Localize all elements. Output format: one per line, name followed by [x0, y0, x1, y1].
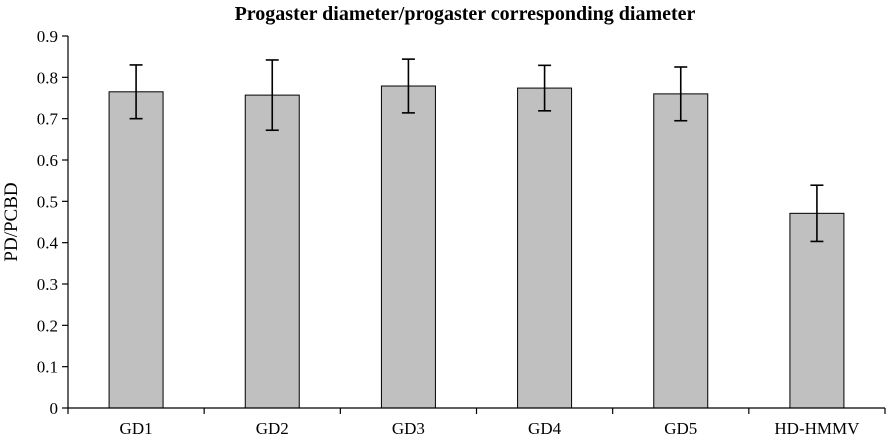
bar-gd1	[108, 91, 164, 409]
x-tick-label: GD2	[256, 419, 289, 437]
error-bar-gd2	[265, 59, 279, 132]
x-ticks-layer: GD1 GD2 GD3 GD4 GD5 HD-HMMV	[67, 408, 886, 437]
y-tick-label: 0.1	[37, 358, 58, 377]
y-tick-label: 0.9	[37, 27, 58, 46]
error-bar-gd5	[674, 66, 688, 122]
y-ticks-layer: 0 0.1 0.2 0.3 0.4 0.5 0.6 0.7 0.8 0.9	[37, 27, 68, 418]
axes-layer	[67, 36, 885, 409]
bar-gd4	[517, 87, 573, 409]
y-tick-label: 0.8	[37, 68, 58, 87]
error-bar-gd1	[129, 64, 143, 120]
x-tick-label: GD1	[120, 419, 153, 437]
bar-hd-hmmv	[789, 212, 845, 409]
error-bar-hd-hmmv	[810, 184, 824, 243]
y-tick-label: 0.2	[37, 316, 58, 335]
bar-gd2	[244, 94, 300, 409]
chart-title: Progaster diameter/progaster correspondi…	[235, 3, 696, 25]
x-tick-label: GD3	[392, 419, 425, 437]
bar-gd3	[380, 85, 436, 409]
error-bar-gd3	[401, 58, 415, 114]
x-tick-label: HD-HMMV	[774, 419, 860, 437]
y-tick-label: 0.5	[37, 192, 58, 211]
y-tick-label: 0.6	[37, 151, 58, 170]
error-bars-layer	[129, 58, 824, 243]
y-tick-label: 0.7	[37, 110, 59, 129]
y-axis-label: PD/PCBD	[1, 182, 22, 261]
bar-gd5	[653, 93, 709, 409]
bars-layer	[108, 85, 845, 409]
y-tick-label: 0.3	[37, 275, 58, 294]
y-tick-label: 0	[50, 399, 59, 418]
x-tick-label: GD5	[664, 419, 697, 437]
error-bar-gd4	[538, 64, 552, 112]
y-tick-label: 0.4	[37, 234, 59, 253]
x-tick-label: GD4	[528, 419, 562, 437]
